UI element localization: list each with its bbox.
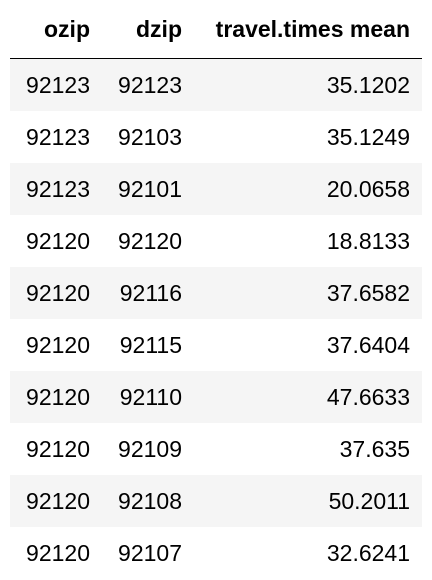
cell-dzip: 92101 — [102, 163, 194, 215]
cell-travel-times-mean: 50.2011 — [194, 475, 422, 527]
cell-travel-times-mean: 20.0658 — [194, 163, 422, 215]
cell-travel-times-mean: 35.1202 — [194, 58, 422, 111]
column-header-travel-times-mean: travel.times mean — [194, 0, 422, 59]
column-header-ozip: ozip — [10, 0, 102, 59]
cell-travel-times-mean: 37.6404 — [194, 319, 422, 371]
table-row: 92123 92103 35.1249 — [10, 111, 422, 163]
table-row: 92120 92108 50.2011 — [10, 475, 422, 527]
cell-ozip: 92123 — [10, 58, 102, 111]
header-row: ozip dzip travel.times mean — [10, 0, 422, 59]
cell-dzip: 92110 — [102, 371, 194, 423]
cell-dzip: 92120 — [102, 215, 194, 267]
cell-dzip: 92103 — [102, 111, 194, 163]
cell-ozip: 92120 — [10, 267, 102, 319]
cell-dzip: 92123 — [102, 58, 194, 111]
table-row: 92120 92110 47.6633 — [10, 371, 422, 423]
dataframe-table: ozip dzip travel.times mean 92123 92123 … — [10, 0, 422, 579]
column-header-dzip: dzip — [102, 0, 194, 59]
cell-travel-times-mean: 47.6633 — [194, 371, 422, 423]
cell-travel-times-mean: 18.8133 — [194, 215, 422, 267]
cell-dzip: 92116 — [102, 267, 194, 319]
cell-dzip: 92108 — [102, 475, 194, 527]
cell-travel-times-mean: 37.6582 — [194, 267, 422, 319]
table-row: 92120 92107 32.6241 — [10, 527, 422, 579]
cell-travel-times-mean: 37.635 — [194, 423, 422, 475]
table-body: 92123 92123 35.1202 92123 92103 35.1249 … — [10, 58, 422, 579]
cell-ozip: 92120 — [10, 371, 102, 423]
table-row: 92120 92120 18.8133 — [10, 215, 422, 267]
table-header: ozip dzip travel.times mean — [10, 0, 422, 59]
table-row: 92120 92116 37.6582 — [10, 267, 422, 319]
cell-dzip: 92115 — [102, 319, 194, 371]
table-row: 92120 92109 37.635 — [10, 423, 422, 475]
table-row: 92120 92115 37.6404 — [10, 319, 422, 371]
cell-ozip: 92123 — [10, 163, 102, 215]
cell-ozip: 92120 — [10, 423, 102, 475]
cell-ozip: 92123 — [10, 111, 102, 163]
cell-ozip: 92120 — [10, 215, 102, 267]
cell-travel-times-mean: 32.6241 — [194, 527, 422, 579]
cell-dzip: 92107 — [102, 527, 194, 579]
table-row: 92123 92101 20.0658 — [10, 163, 422, 215]
cell-ozip: 92120 — [10, 319, 102, 371]
cell-dzip: 92109 — [102, 423, 194, 475]
cell-travel-times-mean: 35.1249 — [194, 111, 422, 163]
cell-ozip: 92120 — [10, 475, 102, 527]
table-row: 92123 92123 35.1202 — [10, 58, 422, 111]
cell-ozip: 92120 — [10, 527, 102, 579]
